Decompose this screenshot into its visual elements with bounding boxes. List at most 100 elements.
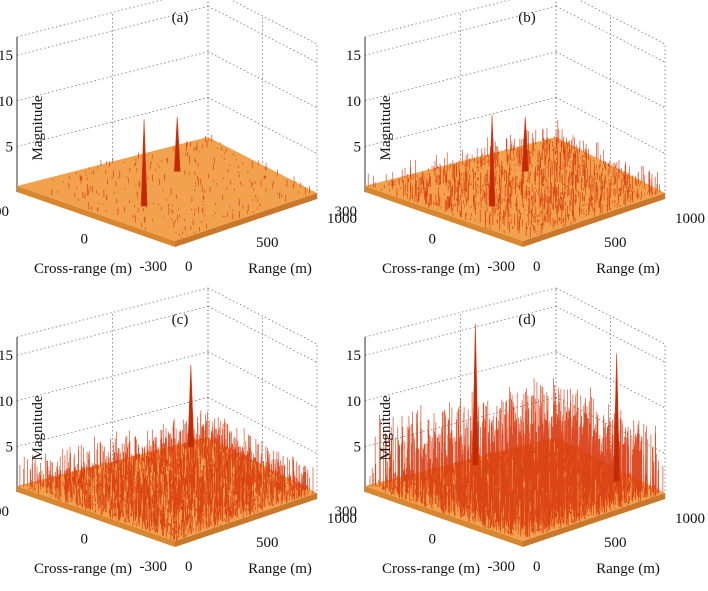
base-side-left [17,186,175,247]
x-tick-label: 0 [533,559,541,575]
grid-line [364,0,511,38]
grid-line [16,97,209,147]
tick-labels: 5 10 15 300 0 -300 0 500 1000 [335,48,706,275]
y-tick-label: 0 [429,232,437,248]
peak-1 [472,323,479,466]
z-tick-label: 15 [346,348,361,364]
z-tick-label: 15 [346,48,361,64]
y-tick-label: 300 [335,204,358,220]
grid-line [364,287,557,338]
z-axis-label: Magnitude [378,95,394,160]
z-axis-label: Magnitude [30,95,46,160]
peak-2 [521,116,529,172]
noise-spikes [51,134,310,239]
base-side-left [365,186,523,247]
z-tick-label: 15 [0,348,13,364]
y-tick-label: 300 [0,504,9,520]
grid-line [364,305,557,356]
grid-line [207,397,318,454]
peak-1 [488,114,496,207]
y-axis-label: Cross-range (m) [34,561,132,577]
x-tick-label: 0 [533,259,541,275]
noise-spike-lines [19,410,314,541]
x-tick-label: 1000 [327,511,357,527]
z-tick-label: 10 [0,394,13,410]
base-side-left [365,486,523,547]
y-tick-label: -300 [140,259,168,275]
grid-line [16,351,209,402]
x-tick-label: 500 [256,235,279,251]
y-tick-label: 0 [81,232,89,248]
panel-label: (a) [172,10,189,26]
base-side-left [17,486,175,547]
grid-line [16,0,163,38]
panel-a: 5 10 15 300 0 -300 0 500 1000 Magnitude Cross-rang… [0,0,357,277]
noise-spike-lines [367,120,660,238]
z-tick-label: 5 [6,439,14,455]
peak-2 [173,116,181,172]
grid-line [16,5,209,56]
base-side-right [523,193,665,247]
grid-line [364,351,557,402]
y-tick-label: -300 [488,559,516,575]
grid-line [16,305,209,356]
x-axis-label: Range (m) [248,261,312,277]
x-axis-label: Range (m) [248,561,312,577]
y-axis-label: Cross-range (m) [382,261,480,277]
grid-line [207,97,318,154]
noise-spike-lines [51,134,310,239]
z-tick-label: 10 [346,394,361,410]
x-tick-label: 500 [604,535,627,551]
z-tick-label: 15 [0,48,13,64]
grid-line [555,287,666,345]
peak-1 [187,365,195,448]
y-tick-label: 0 [81,532,89,548]
grid-line [364,5,557,56]
tick-labels: 5 10 15 300 0 -300 0 500 1000 [335,348,706,575]
panel-c: 5 10 15 300 0 -300 0 500 1000 Magnitude Cross-rang… [0,287,357,577]
panel-label: (d) [518,312,536,328]
base-side-right [523,493,665,547]
grid-line [207,287,318,345]
x-tick-label: 1000 [675,511,705,527]
y-axis-label: Cross-range (m) [382,561,480,577]
x-tick-label: 0 [185,559,193,575]
y-tick-label: 0 [429,532,437,548]
y-tick-label: -300 [488,259,516,275]
grid-line [16,51,209,102]
grid-line [555,351,666,409]
panel-d: 5 10 15 300 0 -300 0 500 1000 Magnitude Cross-rang… [335,287,706,577]
x-tick-label: 0 [185,259,193,275]
grid-line [364,51,557,102]
grid-line [555,51,666,109]
grid-line [364,97,557,147]
grid-line [207,351,318,409]
x-tick-label: 500 [256,535,279,551]
noise-spikes [367,120,660,238]
peak-2 [613,353,620,482]
x-tick-label: 1000 [675,211,705,227]
base-side-right [175,493,317,547]
grid-line [207,51,318,109]
grid-line [16,397,209,447]
x-tick-label: 1000 [327,211,357,227]
noise-spikes [19,410,314,541]
grid-line [555,97,666,154]
base-side-right [175,193,317,247]
y-tick-label: 300 [0,204,9,220]
z-tick-label: 5 [6,139,14,155]
y-axis-label: Cross-range (m) [34,261,132,277]
tick-labels: 5 10 15 300 0 -300 0 500 1000 [0,348,357,575]
y-tick-label: 300 [335,504,358,520]
peak-1 [140,119,148,207]
z-tick-label: 5 [354,439,362,455]
panel-b: 5 10 15 300 0 -300 0 500 1000 Magnitude Cross-rang… [335,0,706,277]
panel-label: (c) [172,312,189,328]
z-axis-label: Magnitude [30,395,46,460]
x-axis-label: Range (m) [596,261,660,277]
panel-label: (b) [518,10,536,26]
grid-line [230,0,318,45]
z-axis-label: Magnitude [378,395,394,460]
x-axis-label: Range (m) [596,561,660,577]
